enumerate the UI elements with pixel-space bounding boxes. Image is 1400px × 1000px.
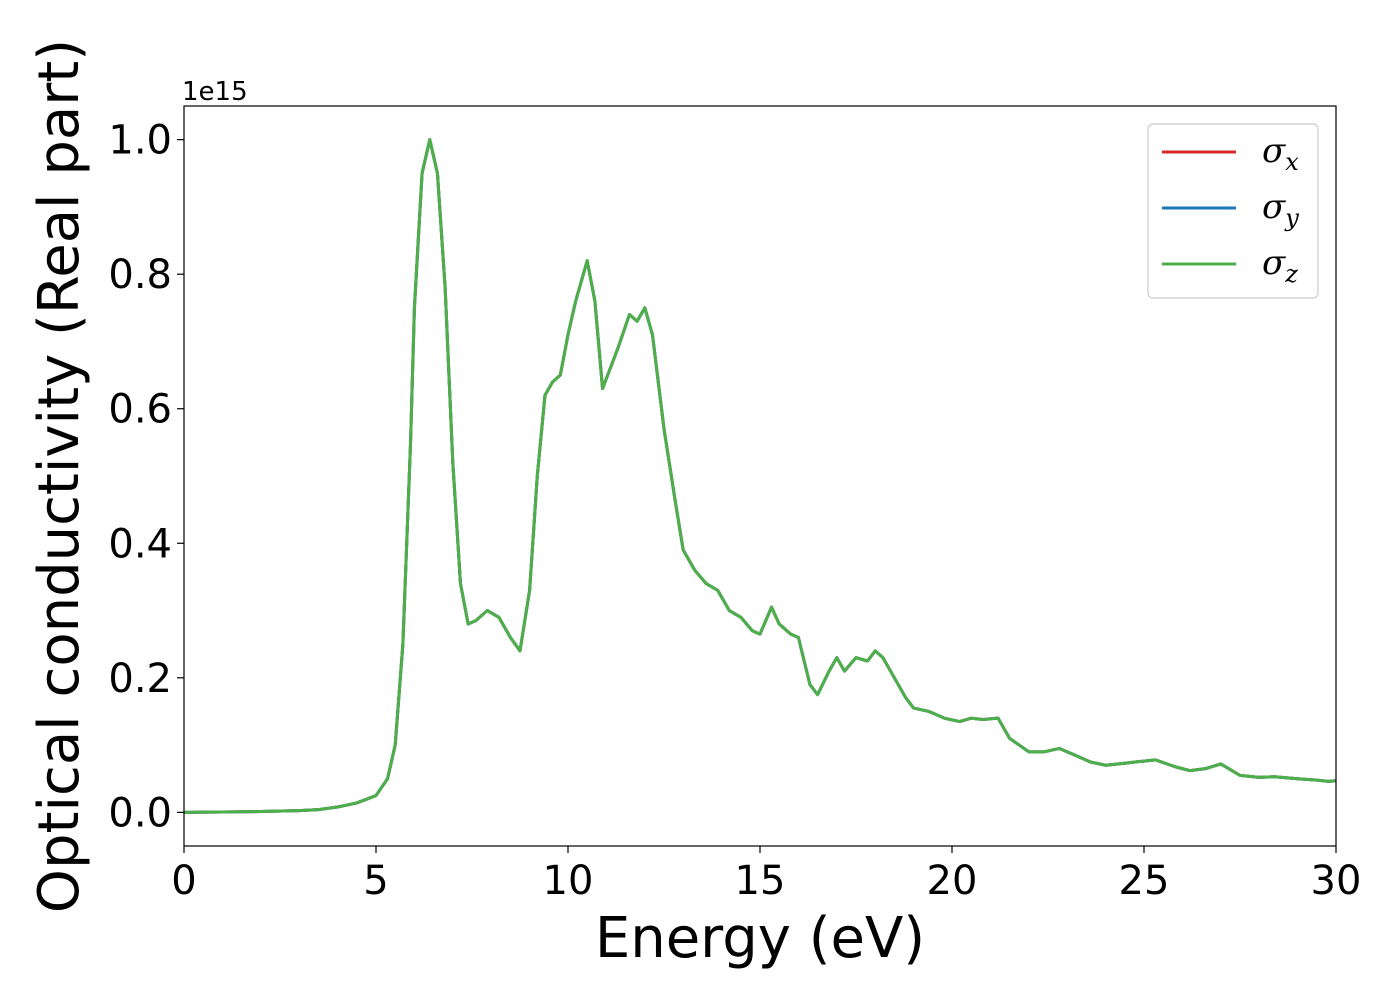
x-axis-title: Energy (eV) [595,906,925,971]
x-tick-label: 20 [927,858,978,904]
legend-label-z: σz [1262,243,1298,288]
legend-box [1147,123,1319,299]
y-offset-label: 1e15 [182,77,248,107]
ticks-layer: 0 5 10 15 20 25 30 0.0 0.2 0.4 0.6 0.8 1.0 [108,118,1361,904]
legend-label-y: σy [1262,187,1299,232]
series-layer [183,138,1337,814]
x-tick-label: 30 [1311,858,1362,904]
y-tick-label: 1.0 [108,118,172,164]
y-tick-label: 0.2 [108,656,172,702]
series-line-z [183,138,1337,814]
y-tick-label: 0.0 [108,790,172,836]
x-tick-label: 5 [363,858,388,904]
x-tick-label: 15 [735,858,786,904]
x-tick-label: 25 [1119,858,1170,904]
legend: σx σy σz [1147,123,1319,299]
legend-label-x: σx [1262,131,1299,176]
y-axis-title: Optical conductivity (Real part) [27,39,92,913]
y-tick-label: 0.8 [108,252,172,298]
x-tick-label: 0 [171,858,196,904]
y-tick-label: 0.4 [108,521,172,567]
y-tick-label: 0.6 [108,387,172,433]
x-tick-label: 10 [543,858,594,904]
